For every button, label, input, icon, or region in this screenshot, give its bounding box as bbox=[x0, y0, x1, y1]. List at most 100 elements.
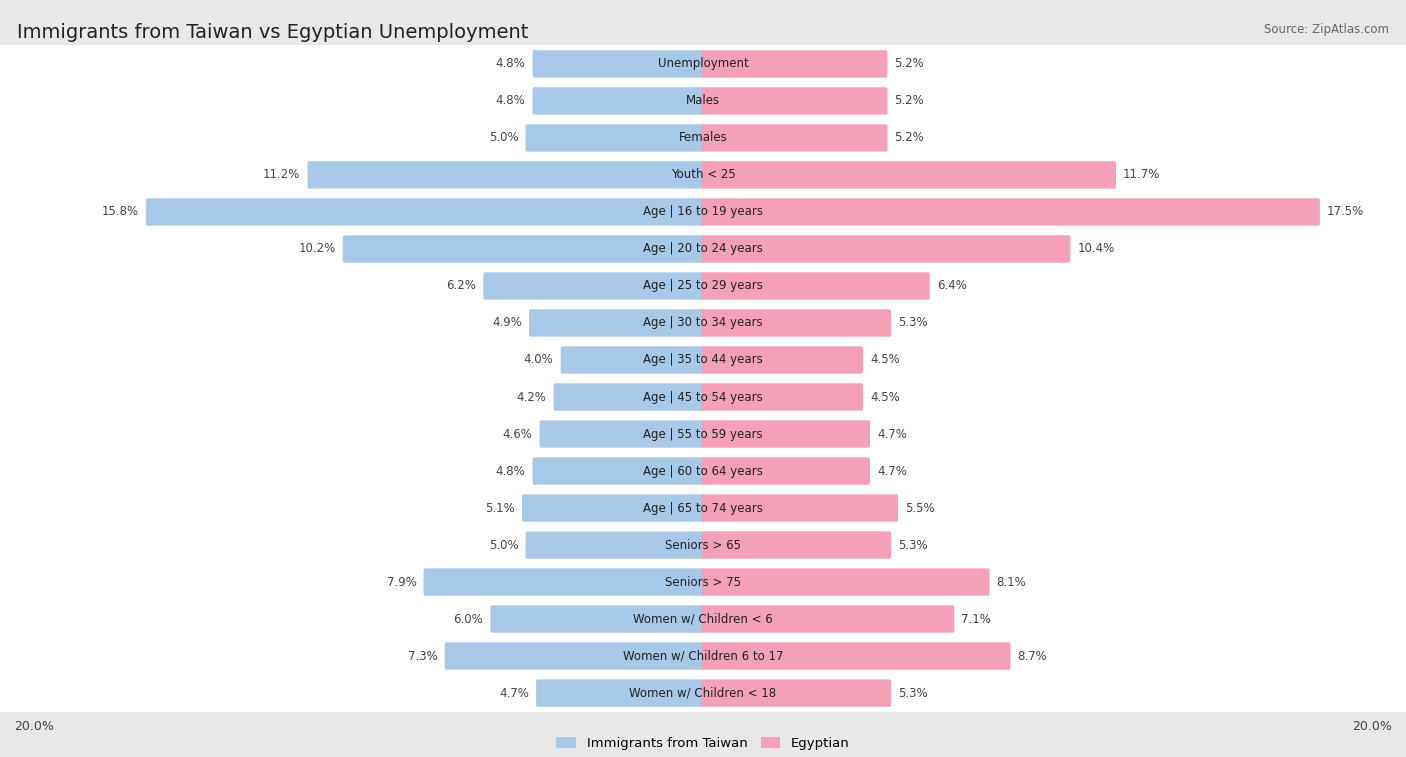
FancyBboxPatch shape bbox=[0, 414, 1406, 454]
Text: 4.8%: 4.8% bbox=[496, 465, 526, 478]
Text: 4.7%: 4.7% bbox=[877, 428, 907, 441]
FancyBboxPatch shape bbox=[702, 383, 863, 411]
Text: 7.3%: 7.3% bbox=[408, 650, 437, 662]
Text: Unemployment: Unemployment bbox=[658, 58, 748, 70]
Text: Women w/ Children 6 to 17: Women w/ Children 6 to 17 bbox=[623, 650, 783, 662]
FancyBboxPatch shape bbox=[533, 87, 704, 114]
FancyBboxPatch shape bbox=[0, 192, 1406, 232]
Text: 4.8%: 4.8% bbox=[496, 58, 526, 70]
Text: 20.0%: 20.0% bbox=[14, 720, 53, 734]
Text: 4.6%: 4.6% bbox=[503, 428, 533, 441]
FancyBboxPatch shape bbox=[0, 266, 1406, 306]
Text: 10.2%: 10.2% bbox=[298, 242, 336, 255]
FancyBboxPatch shape bbox=[0, 636, 1406, 676]
FancyBboxPatch shape bbox=[702, 494, 898, 522]
FancyBboxPatch shape bbox=[0, 488, 1406, 528]
FancyBboxPatch shape bbox=[702, 50, 887, 78]
FancyBboxPatch shape bbox=[702, 457, 870, 484]
Text: Males: Males bbox=[686, 95, 720, 107]
Text: 8.1%: 8.1% bbox=[997, 575, 1026, 588]
Text: Females: Females bbox=[679, 132, 727, 145]
FancyBboxPatch shape bbox=[702, 420, 870, 447]
Text: Age | 45 to 54 years: Age | 45 to 54 years bbox=[643, 391, 763, 403]
Text: 8.7%: 8.7% bbox=[1018, 650, 1047, 662]
FancyBboxPatch shape bbox=[0, 562, 1406, 602]
FancyBboxPatch shape bbox=[423, 569, 704, 596]
Text: 6.4%: 6.4% bbox=[936, 279, 966, 292]
Text: 4.2%: 4.2% bbox=[517, 391, 547, 403]
Text: 7.1%: 7.1% bbox=[962, 612, 991, 625]
Text: Source: ZipAtlas.com: Source: ZipAtlas.com bbox=[1264, 23, 1389, 36]
FancyBboxPatch shape bbox=[702, 273, 929, 300]
FancyBboxPatch shape bbox=[540, 420, 704, 447]
Text: 4.7%: 4.7% bbox=[499, 687, 529, 699]
Text: 5.3%: 5.3% bbox=[898, 538, 928, 552]
FancyBboxPatch shape bbox=[533, 50, 704, 78]
FancyBboxPatch shape bbox=[0, 229, 1406, 269]
FancyBboxPatch shape bbox=[0, 81, 1406, 121]
Text: 4.0%: 4.0% bbox=[524, 354, 554, 366]
Text: 5.5%: 5.5% bbox=[905, 502, 935, 515]
FancyBboxPatch shape bbox=[0, 377, 1406, 417]
Text: Age | 30 to 34 years: Age | 30 to 34 years bbox=[643, 316, 763, 329]
Text: 5.2%: 5.2% bbox=[894, 58, 924, 70]
Text: 5.3%: 5.3% bbox=[898, 687, 928, 699]
FancyBboxPatch shape bbox=[702, 606, 955, 633]
Text: Women w/ Children < 6: Women w/ Children < 6 bbox=[633, 612, 773, 625]
Text: 17.5%: 17.5% bbox=[1327, 205, 1364, 219]
FancyBboxPatch shape bbox=[522, 494, 704, 522]
FancyBboxPatch shape bbox=[0, 340, 1406, 380]
FancyBboxPatch shape bbox=[702, 310, 891, 337]
FancyBboxPatch shape bbox=[702, 198, 1320, 226]
FancyBboxPatch shape bbox=[702, 643, 1011, 670]
FancyBboxPatch shape bbox=[526, 531, 704, 559]
FancyBboxPatch shape bbox=[0, 118, 1406, 158]
FancyBboxPatch shape bbox=[702, 679, 891, 707]
Text: 5.2%: 5.2% bbox=[894, 132, 924, 145]
FancyBboxPatch shape bbox=[146, 198, 704, 226]
FancyBboxPatch shape bbox=[0, 451, 1406, 491]
FancyBboxPatch shape bbox=[702, 161, 1116, 188]
Text: Age | 35 to 44 years: Age | 35 to 44 years bbox=[643, 354, 763, 366]
FancyBboxPatch shape bbox=[536, 679, 704, 707]
Legend: Immigrants from Taiwan, Egyptian: Immigrants from Taiwan, Egyptian bbox=[551, 731, 855, 755]
Text: 10.4%: 10.4% bbox=[1077, 242, 1115, 255]
FancyBboxPatch shape bbox=[0, 673, 1406, 713]
FancyBboxPatch shape bbox=[308, 161, 704, 188]
Text: Age | 16 to 19 years: Age | 16 to 19 years bbox=[643, 205, 763, 219]
FancyBboxPatch shape bbox=[702, 124, 887, 151]
Text: 5.0%: 5.0% bbox=[489, 538, 519, 552]
FancyBboxPatch shape bbox=[0, 44, 1406, 84]
FancyBboxPatch shape bbox=[444, 643, 704, 670]
FancyBboxPatch shape bbox=[491, 606, 704, 633]
Text: 4.8%: 4.8% bbox=[496, 95, 526, 107]
FancyBboxPatch shape bbox=[554, 383, 704, 411]
Text: 4.9%: 4.9% bbox=[492, 316, 522, 329]
FancyBboxPatch shape bbox=[0, 525, 1406, 565]
FancyBboxPatch shape bbox=[702, 235, 1070, 263]
FancyBboxPatch shape bbox=[526, 124, 704, 151]
Text: 5.1%: 5.1% bbox=[485, 502, 515, 515]
Text: Immigrants from Taiwan vs Egyptian Unemployment: Immigrants from Taiwan vs Egyptian Unemp… bbox=[17, 23, 529, 42]
FancyBboxPatch shape bbox=[0, 155, 1406, 195]
Text: 11.7%: 11.7% bbox=[1123, 169, 1160, 182]
FancyBboxPatch shape bbox=[533, 457, 704, 484]
Text: Age | 25 to 29 years: Age | 25 to 29 years bbox=[643, 279, 763, 292]
FancyBboxPatch shape bbox=[702, 346, 863, 374]
Text: Seniors > 65: Seniors > 65 bbox=[665, 538, 741, 552]
Text: 7.9%: 7.9% bbox=[387, 575, 416, 588]
FancyBboxPatch shape bbox=[702, 569, 990, 596]
Text: Women w/ Children < 18: Women w/ Children < 18 bbox=[630, 687, 776, 699]
FancyBboxPatch shape bbox=[0, 303, 1406, 343]
Text: Age | 20 to 24 years: Age | 20 to 24 years bbox=[643, 242, 763, 255]
Text: 5.2%: 5.2% bbox=[894, 95, 924, 107]
Text: Youth < 25: Youth < 25 bbox=[671, 169, 735, 182]
Text: Age | 55 to 59 years: Age | 55 to 59 years bbox=[643, 428, 763, 441]
FancyBboxPatch shape bbox=[702, 87, 887, 114]
Text: 5.3%: 5.3% bbox=[898, 316, 928, 329]
Text: 6.0%: 6.0% bbox=[454, 612, 484, 625]
Text: 4.5%: 4.5% bbox=[870, 391, 900, 403]
Text: Age | 60 to 64 years: Age | 60 to 64 years bbox=[643, 465, 763, 478]
Text: 15.8%: 15.8% bbox=[101, 205, 139, 219]
FancyBboxPatch shape bbox=[343, 235, 704, 263]
